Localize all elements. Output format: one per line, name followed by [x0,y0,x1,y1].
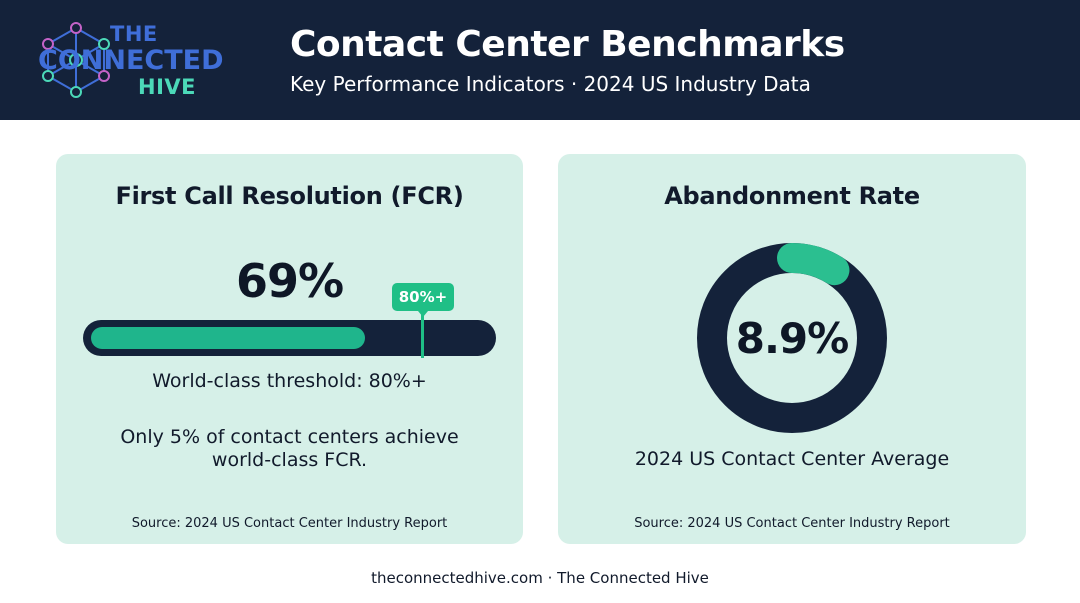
header-banner: THE CONNECTED HIVE Contact Center Benchm… [0,0,1080,120]
page-subtitle: Key Performance Indicators · 2024 US Ind… [290,72,811,96]
fcr-note: Only 5% of contact centers achieve world… [120,426,459,471]
logo-line-the: THE [110,22,158,46]
fcr-source: Source: 2024 US Contact Center Industry … [131,516,448,531]
threshold-text: World-class threshold: 80%+ [152,370,427,392]
fcr-card-title: First Call Resolution (FCR) [115,182,464,210]
abandonment-card-title: Abandonment Rate [664,182,920,210]
abandonment-caption: 2024 US Contact Center Average [634,448,950,470]
target-badge: 80%+ [392,283,454,317]
logo: THE CONNECTED HIVE [34,18,254,102]
target-marker-line [421,310,424,358]
donut-gauge: 8.9% [694,240,890,436]
progress-fill [91,327,365,349]
page-title: Contact Center Benchmarks [290,24,845,65]
logo-line-hive: HIVE [138,75,196,99]
abandonment-source: Source: 2024 US Contact Center Industry … [634,516,950,531]
progress-track [83,320,496,356]
logo-wordmark: THE CONNECTED HIVE [38,22,224,99]
donut-arc [697,243,887,433]
abandonment-card: Abandonment Rate 8.9% 2024 US Contact Ce… [558,154,1026,544]
abandonment-value: 8.9% [735,313,849,363]
logo-line-connected: CONNECTED [38,45,224,76]
footer-text: theconnectedhive.com · The Connected Hiv… [371,569,709,587]
donut-svg [697,243,887,433]
fcr-card: First Call Resolution (FCR) 69% 80%+ Wor… [56,154,523,544]
network-hexagon-icon [42,22,110,98]
fcr-value: 69% [236,254,344,308]
